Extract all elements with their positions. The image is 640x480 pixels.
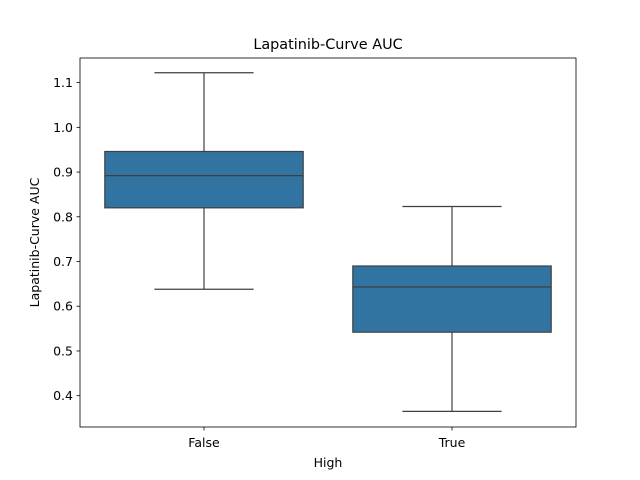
y-axis: 0.4 0.5 0.6 0.7 0.8 0.9 1.0 1.1 <box>53 75 80 403</box>
plot-frame <box>79 57 577 428</box>
box-false <box>104 72 304 290</box>
y-tick-label: 0.8 <box>53 209 73 224</box>
y-tick-label: 0.6 <box>53 299 73 314</box>
iqr-box <box>104 150 304 209</box>
x-tick-label: True <box>438 435 466 450</box>
boxes-layer <box>104 72 552 412</box>
y-tick-label: 0.4 <box>53 388 73 403</box>
x-axis: False True <box>188 427 466 450</box>
box-true <box>352 205 552 412</box>
y-tick-label: 0.7 <box>53 254 73 269</box>
y-tick-label: 1.0 <box>53 120 73 135</box>
y-tick-label: 1.1 <box>53 75 73 90</box>
y-tick-label: 0.5 <box>53 343 73 358</box>
x-axis-label: High <box>314 455 343 470</box>
y-tick-label: 0.9 <box>53 165 73 180</box>
iqr-box <box>352 265 552 333</box>
x-tick-label: False <box>188 435 220 450</box>
y-axis-label: Lapatinib-Curve AUC <box>27 177 42 307</box>
chart-title: Lapatinib-Curve AUC <box>253 37 402 53</box>
